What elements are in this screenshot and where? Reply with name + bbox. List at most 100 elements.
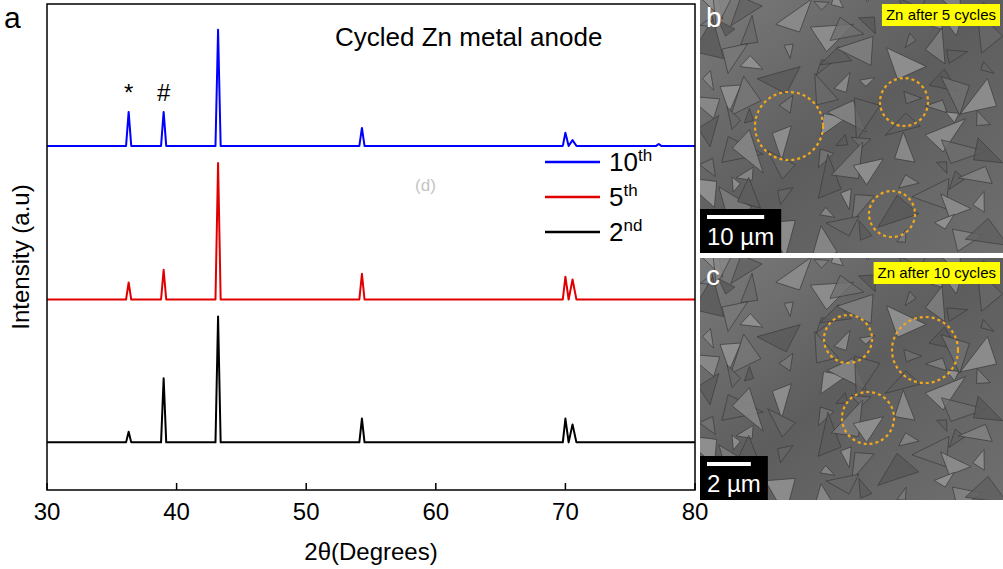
sem-flake: [700, 177, 717, 207]
sem-flake: [959, 424, 993, 441]
sem-flake: [912, 178, 949, 208]
x-tick-label: 80: [682, 498, 709, 525]
sem-flake: [937, 420, 947, 432]
highlight-circle: [755, 92, 823, 160]
sem-flake: [859, 17, 876, 34]
sem-flake: [981, 62, 994, 74]
sem-flake: [776, 258, 812, 290]
sem-flake: [857, 0, 885, 2]
sem-flake: [776, 0, 812, 32]
sem-flake: [965, 218, 1003, 245]
sem-flake: [744, 108, 753, 123]
sem-flake: [814, 259, 829, 268]
sem-flake: [887, 306, 927, 338]
sem-flake: [814, 1, 829, 10]
sem-flake: [947, 308, 968, 321]
sem-flake: [727, 107, 740, 130]
legend-label: 2nd: [609, 216, 642, 247]
legend-swatch: [545, 231, 600, 234]
sem-flake: [973, 191, 984, 212]
sem-flake: [855, 98, 880, 141]
sem-flake: [841, 447, 852, 468]
sem-flake: [859, 479, 872, 499]
sem-flake: [949, 429, 965, 448]
x-tick: [176, 483, 178, 490]
sem-flake: [946, 112, 959, 123]
sem-flake: [820, 207, 835, 217]
highlight-circle: [892, 317, 958, 383]
sem-flake: [831, 258, 843, 266]
sem-flake: [887, 48, 927, 80]
xrd-trace: [47, 163, 695, 300]
sem-flake: [904, 349, 922, 361]
sem-flake: [815, 74, 839, 105]
panel-letter: a: [4, 1, 21, 34]
sem-flake: [899, 175, 919, 188]
sem-flake: [949, 171, 965, 190]
x-tick-label: 70: [552, 498, 579, 525]
panel-letter: c: [706, 260, 720, 291]
sem-flake: [818, 154, 841, 198]
sem-flake: [836, 393, 848, 404]
sem-flake: [834, 330, 850, 350]
sem-flake: [960, 337, 996, 372]
sem-flake: [722, 44, 748, 74]
sem-flake: [974, 138, 1003, 163]
annotation: #: [157, 79, 171, 106]
legend-swatch: [545, 196, 600, 199]
sem-flake: [778, 446, 793, 463]
sem-flake: [703, 329, 714, 349]
sem-flake: [977, 369, 991, 384]
sem-background: [700, 0, 1003, 253]
x-axis-title: 2θ(Degrees): [304, 538, 437, 565]
sem-flake: [925, 358, 947, 371]
sem-flake: [727, 365, 740, 388]
sem-flake: [732, 388, 763, 431]
sem-flake: [736, 167, 753, 180]
sem-flake: [831, 0, 843, 8]
sem-flake: [741, 15, 758, 44]
scale-bar-box: [700, 209, 781, 253]
sem-flake: [925, 100, 947, 113]
sem-flake: [959, 166, 993, 183]
sem-flake: [831, 142, 862, 179]
highlight-circle: [869, 191, 915, 237]
highlight-circle: [842, 392, 894, 444]
x-tick: [565, 483, 567, 490]
sem-flake: [731, 0, 763, 26]
sem-flake: [934, 472, 954, 487]
sem-flake: [941, 452, 972, 475]
sem-flake: [765, 478, 795, 500]
sem-flake: [779, 95, 793, 113]
x-tick-label: 60: [422, 498, 449, 525]
legend-label: 10th: [609, 146, 652, 177]
x-tick: [694, 483, 696, 490]
sem-flake: [836, 135, 848, 146]
sem-flake: [895, 132, 915, 162]
sem-flake: [700, 374, 719, 405]
scale-bar-box: [700, 456, 768, 500]
sem-flake: [768, 151, 796, 179]
sem-flake: [830, 17, 864, 40]
chart-title: Cycled Zn metal anode: [335, 22, 602, 52]
sem-flake: [732, 435, 740, 450]
sem-flake: [757, 67, 800, 94]
sem-flake: [778, 188, 793, 205]
sem-flake: [974, 396, 1003, 421]
sem-flake: [834, 72, 850, 92]
sem-flake: [926, 28, 946, 64]
xrd-trace: [47, 317, 695, 443]
sem-flake: [809, 226, 837, 253]
sem-flake: [826, 474, 859, 494]
plot-lines: [47, 30, 695, 443]
sem-flake: [837, 36, 874, 65]
sem-flake: [732, 130, 763, 173]
sem-flake: [719, 279, 735, 294]
sem-flake: [741, 273, 758, 302]
sem-flake: [740, 314, 763, 328]
legend-label: 5th: [609, 181, 638, 212]
x-tick: [46, 483, 48, 490]
annotation: (d): [415, 176, 436, 195]
x-tick: [305, 483, 307, 490]
image-caption: Zn after 10 cycles: [878, 264, 996, 281]
